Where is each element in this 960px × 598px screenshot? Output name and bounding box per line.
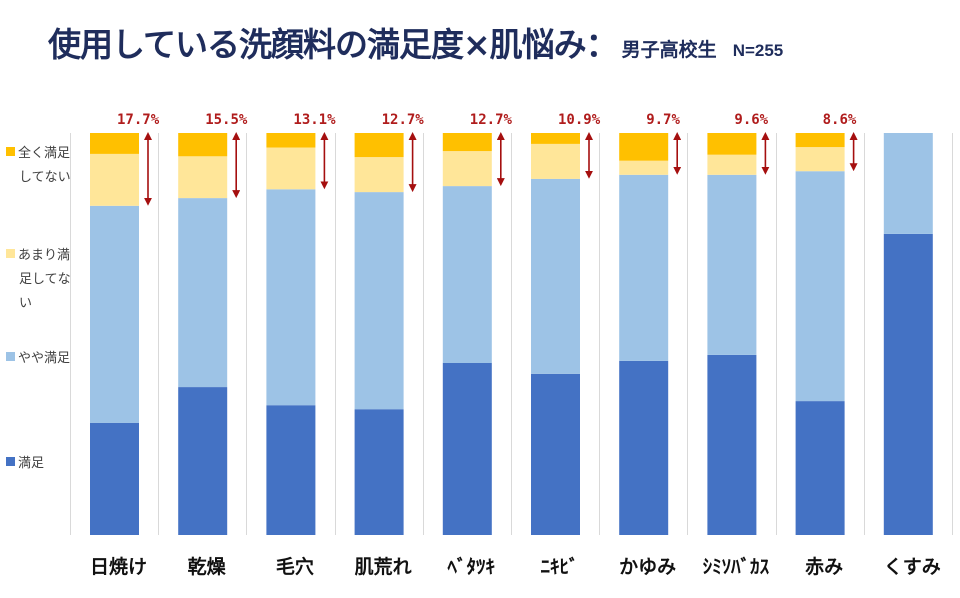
legend-label: やや満足 — [18, 351, 71, 366]
bar-segment-yaya — [442, 186, 492, 363]
x-axis-label: くすみ — [883, 556, 941, 578]
legend-swatch-amari — [6, 249, 15, 258]
x-axis-label: 毛穴 — [275, 556, 314, 578]
bar-segment-amari — [619, 160, 669, 175]
bar-segment-amari — [178, 156, 228, 199]
legend-item-zen-fuman: 全く満足 してない — [6, 142, 72, 190]
bar-segment-manzoku — [90, 422, 139, 535]
bar-segment-zen-fuman — [266, 133, 316, 148]
bar-segment-amari — [707, 154, 757, 175]
bar-segment-manzoku — [795, 401, 845, 535]
dissatisfaction-percent-label: 9.6% — [734, 112, 769, 128]
bar-segment-amari — [442, 151, 492, 187]
dissatisfaction-percent-label: 12.7% — [381, 112, 424, 128]
bar-segment-manzoku — [266, 405, 316, 535]
bar-segment-yaya — [90, 205, 139, 423]
bar-segment-zen-fuman — [531, 133, 580, 144]
x-axis-label: かゆみ — [619, 556, 677, 578]
bar-segment-zen-fuman — [354, 133, 404, 158]
bar-segment-yaya — [707, 174, 757, 355]
bar-segment-manzoku — [531, 373, 580, 535]
dissatisfaction-percent-label: 13.1% — [293, 112, 336, 128]
legend-label: 足してな — [19, 272, 71, 287]
x-axis-label: ﾍﾞﾀﾂｷ — [447, 556, 496, 578]
bar-segment-amari — [795, 147, 845, 172]
bar-segment-manzoku — [883, 233, 933, 535]
bar-segment-yaya — [619, 174, 669, 361]
bar-segment-zen-fuman — [707, 133, 757, 155]
legend-label: 全く満足 — [18, 146, 71, 161]
bar-segment-yaya — [354, 192, 404, 410]
bar-segment-manzoku — [442, 362, 492, 535]
dissatisfaction-percent-label: 15.5% — [205, 112, 248, 128]
chart-title-subgroup: 男子高校生 — [621, 39, 717, 61]
dissatisfaction-percent-label: 10.9% — [558, 112, 601, 128]
bar-segment-yaya — [178, 198, 228, 387]
bar-segment-manzoku — [619, 360, 669, 535]
legend-item-yaya: やや満足 — [6, 347, 72, 371]
bar-segment-amari — [354, 157, 404, 193]
bar-segment-zen-fuman — [178, 133, 228, 157]
sample-size: N=255 — [732, 41, 784, 60]
legend-label: 満足 — [18, 456, 45, 471]
bar-segment-yaya — [883, 133, 933, 234]
bar-segment-amari — [531, 143, 580, 179]
legend-label: あまり満 — [18, 248, 71, 263]
legend-label: い — [19, 296, 33, 311]
x-axis-label: ｼﾐｿﾊﾞｶｽ — [702, 556, 770, 578]
dissatisfaction-percent-label: 12.7% — [469, 112, 512, 128]
chart-title-main: 使用している洗顔料の満足度×肌悩み： — [48, 25, 619, 64]
bar-segment-amari — [90, 153, 139, 206]
x-axis-label: ﾆｷﾋﾞ — [540, 556, 579, 578]
dissatisfaction-percent-label: 8.6% — [822, 112, 857, 128]
x-axis-label: 肌荒れ — [354, 556, 412, 578]
dissatisfaction-percent-label: 17.7% — [117, 112, 160, 128]
legend-item-manzoku: 満足 — [6, 452, 72, 476]
bar-segment-amari — [266, 147, 316, 190]
bar-segment-zen-fuman — [442, 133, 492, 152]
bar-segment-yaya — [531, 178, 580, 374]
legend-swatch-yaya — [6, 352, 15, 361]
legend-label: してない — [19, 170, 71, 185]
bar-segment-manzoku — [707, 354, 757, 535]
x-axis-label: 赤み — [805, 556, 844, 578]
legend-swatch-zen-fuman — [6, 147, 15, 156]
x-axis-label: 乾燥 — [187, 556, 226, 578]
legend-swatch-manzoku — [6, 457, 15, 466]
bar-segment-yaya — [795, 171, 845, 402]
bar-segment-zen-fuman — [795, 133, 845, 148]
bar-segment-yaya — [266, 189, 316, 406]
bar-segment-zen-fuman — [90, 133, 139, 154]
x-axis-label: 日焼け — [89, 556, 147, 578]
dissatisfaction-percent-label: 9.7% — [646, 112, 680, 128]
legend-item-amari: あまり満 足してな い — [6, 244, 72, 316]
chart-title: 使用している洗顔料の満足度×肌悩み： 男子高校生 N=255 — [48, 18, 783, 66]
bar-segment-zen-fuman — [619, 133, 669, 161]
bar-segment-manzoku — [354, 409, 404, 535]
bar-segment-manzoku — [178, 387, 228, 535]
